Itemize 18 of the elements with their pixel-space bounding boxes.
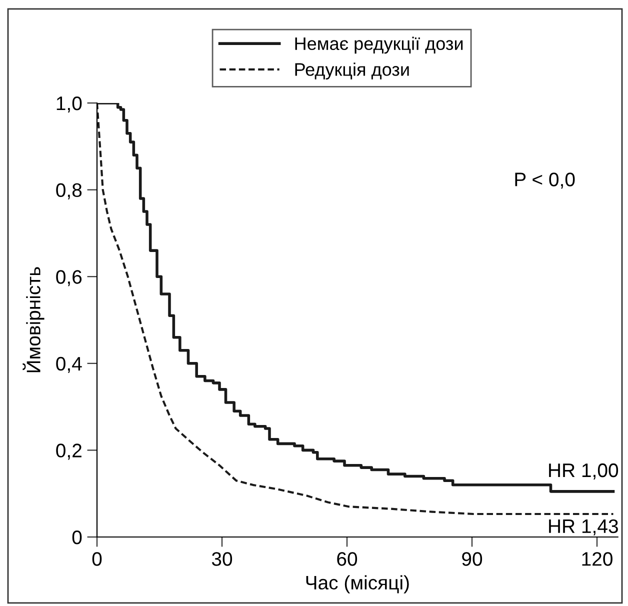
x-tick-label: 120 [582,552,612,566]
y-tick-label: 0,8 [56,183,82,200]
annotation: HR 1,43 [549,519,618,536]
x-tick-label: 0 [92,552,102,566]
legend-label: Немає редукції дози [295,36,463,54]
y-tick-label: 0,6 [56,270,82,286]
x-tick-label: 60 [337,552,358,566]
y-tick-label: 0,4 [56,356,82,373]
annotation: P < 0,0 [515,172,575,189]
x-tick-label: 90 [462,552,482,566]
y-tick-label: 0 [72,530,82,544]
annotation: HR 1,00 [549,463,618,480]
x-tick-label: 30 [212,552,232,566]
x-axis-title: Час (місяці) [306,575,409,594]
legend-label: Редукція дози [295,62,409,80]
y-tick-label: 0,2 [56,444,82,460]
y-axis-title: Ймовірність [22,267,44,372]
y-tick-label: 1,0 [56,96,82,113]
